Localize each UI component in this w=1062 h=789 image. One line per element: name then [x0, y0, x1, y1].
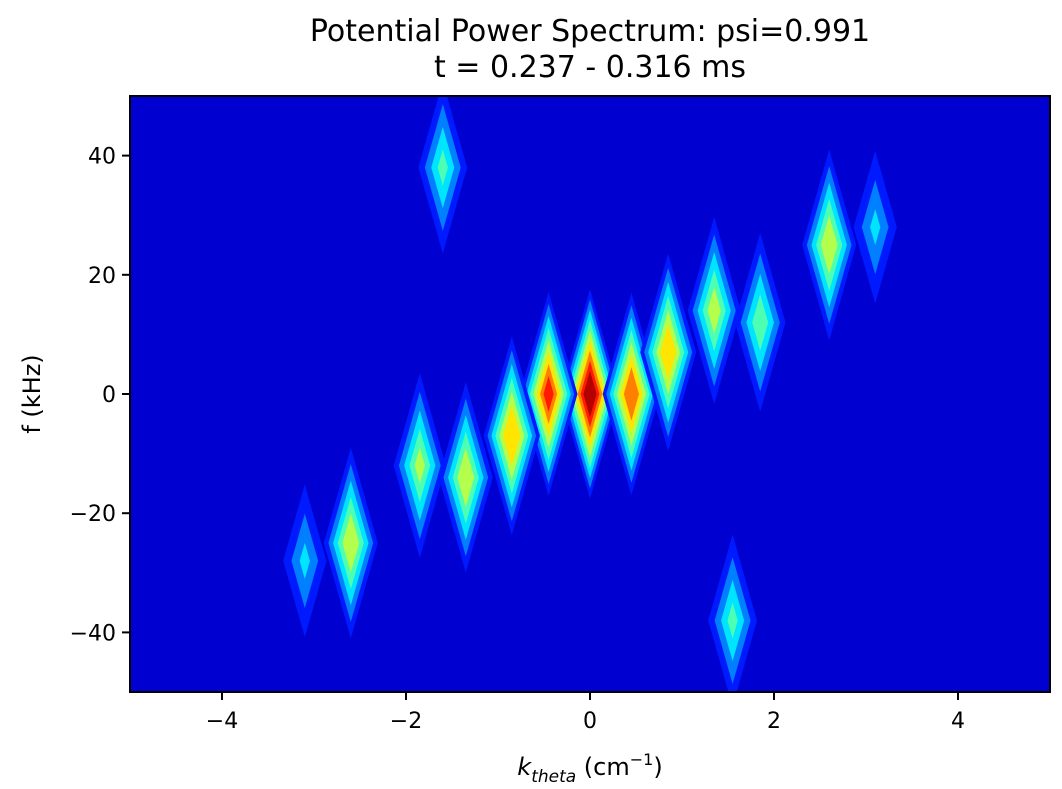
spectral-peak [418, 96, 468, 254]
spectral-peak [438, 382, 493, 573]
chart-subtitle: t = 0.237 - 0.316 ms [433, 50, 747, 85]
spectral-peak [853, 150, 897, 304]
contour-level [342, 513, 360, 573]
y-tick-label: 40 [88, 145, 116, 170]
y-axis-label: f (kHz) [18, 354, 46, 433]
x-axis: −4 −2 0 2 4 [206, 692, 965, 734]
spectral-peak [393, 373, 446, 558]
contour-level [727, 602, 738, 639]
x-tick-label: 2 [767, 709, 781, 734]
title-block: Potential Power Spectrum: psi=0.991 t = … [130, 14, 1050, 86]
x-tick-label: −4 [206, 709, 238, 734]
x-axis-label: ktheta (cm−1) [517, 750, 662, 787]
contour-level [299, 542, 310, 579]
contour-level [820, 215, 838, 275]
y-axis: 40 20 0 −20 −40 [70, 145, 130, 646]
y-tick-label: 0 [102, 383, 116, 408]
contour-level [503, 405, 521, 467]
contour-level [457, 447, 475, 507]
y-tick-label: 20 [88, 264, 116, 289]
contour-level [437, 149, 448, 186]
contour-level [660, 324, 677, 381]
spectral-peak [483, 336, 540, 536]
x-tick-label: −2 [390, 709, 422, 734]
heatmap-area [130, 96, 1050, 692]
spectral-peak [802, 149, 857, 341]
spectral-peak [734, 233, 786, 412]
spectral-peak [708, 534, 757, 692]
x-tick-label: 4 [951, 709, 965, 734]
spectral-peak [283, 484, 327, 638]
contour-level [752, 294, 769, 351]
x-tick-label: 0 [583, 709, 597, 734]
contour-level [870, 209, 881, 246]
contour-level [583, 370, 597, 418]
y-tick-label: −20 [70, 502, 116, 527]
contour-level [543, 376, 554, 412]
contour-level [707, 287, 721, 334]
spectral-peak [640, 253, 697, 452]
contour-level [414, 447, 425, 484]
spectral-peak [560, 289, 620, 499]
spectral-peak [687, 216, 741, 405]
y-tick-label: −40 [70, 621, 116, 646]
spectral-peak [323, 447, 378, 639]
chart-title: Potential Power Spectrum: psi=0.991 [309, 14, 871, 49]
contour-level [623, 367, 639, 421]
